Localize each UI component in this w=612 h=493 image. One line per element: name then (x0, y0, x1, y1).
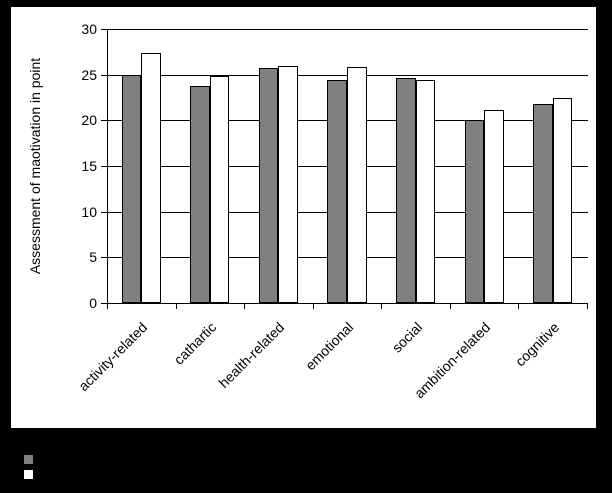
y-axis-tick-15 (101, 166, 107, 167)
gridline-30 (108, 29, 588, 30)
y-axis-tick-30 (101, 29, 107, 30)
y-axis-tick-20 (101, 120, 107, 122)
bar-gray-activity-related (121, 74, 142, 303)
bar-white-activity-related (141, 52, 161, 303)
bar-white-health-related (278, 66, 298, 303)
bar-gray-cognitive (533, 103, 553, 303)
x-axis-tick-6 (518, 304, 519, 309)
x-axis-tick-0 (107, 304, 108, 309)
y-tick-label-15: 15 (81, 158, 97, 174)
bar-gray-health-related (258, 68, 279, 303)
bar-gray-cathartic (190, 85, 210, 303)
y-axis-tick-25 (101, 74, 107, 76)
y-tick-label-0: 0 (89, 295, 97, 311)
x-axis-line (107, 303, 588, 304)
x-category-label-ambition-related: ambition-related (411, 319, 494, 402)
bar-white-ambition-related (484, 110, 504, 303)
y-axis-tick-0 (101, 303, 107, 304)
legend-swatch-1 (23, 454, 34, 465)
x-axis-tick-7 (587, 304, 588, 309)
x-axis-tick-5 (450, 304, 451, 309)
x-category-label-activity-related: activity-related (75, 319, 151, 395)
x-category-label-emotional: emotional (302, 319, 357, 374)
y-tick-label-20: 20 (81, 112, 97, 129)
bar-white-emotional (347, 67, 367, 303)
x-category-label-health-related: health-related (215, 319, 288, 391)
y-axis-line (107, 29, 108, 304)
y-axis-tick-5 (101, 257, 107, 259)
bar-white-cognitive (552, 98, 573, 303)
legend-swatch-2 (23, 469, 34, 480)
x-axis-tick-2 (244, 304, 245, 309)
chart-area: Assessment of maotivation in point 0 5 10 1… (11, 7, 596, 428)
y-axis-title: Assessment of maotivation in point (27, 57, 43, 275)
y-tick-label-10: 10 (81, 203, 97, 220)
x-axis-tick-4 (381, 304, 382, 309)
bar-white-cathartic (209, 75, 230, 303)
bar-gray-social (396, 78, 416, 303)
y-tick-label-5: 5 (89, 249, 97, 266)
x-category-label-social: social (388, 319, 425, 356)
y-tick-label-30: 30 (81, 21, 97, 37)
bar-white-social (415, 80, 436, 303)
x-category-label-cognitive: cognitive (511, 319, 563, 370)
x-category-label-cathartic: cathartic (170, 319, 220, 368)
x-axis-tick-1 (176, 304, 177, 309)
bar-gray-ambition-related (464, 120, 485, 303)
y-tick-label-25: 25 (81, 66, 97, 83)
x-axis-tick-3 (313, 304, 314, 309)
bar-gray-emotional (327, 80, 347, 303)
y-axis-tick-10 (101, 211, 107, 213)
